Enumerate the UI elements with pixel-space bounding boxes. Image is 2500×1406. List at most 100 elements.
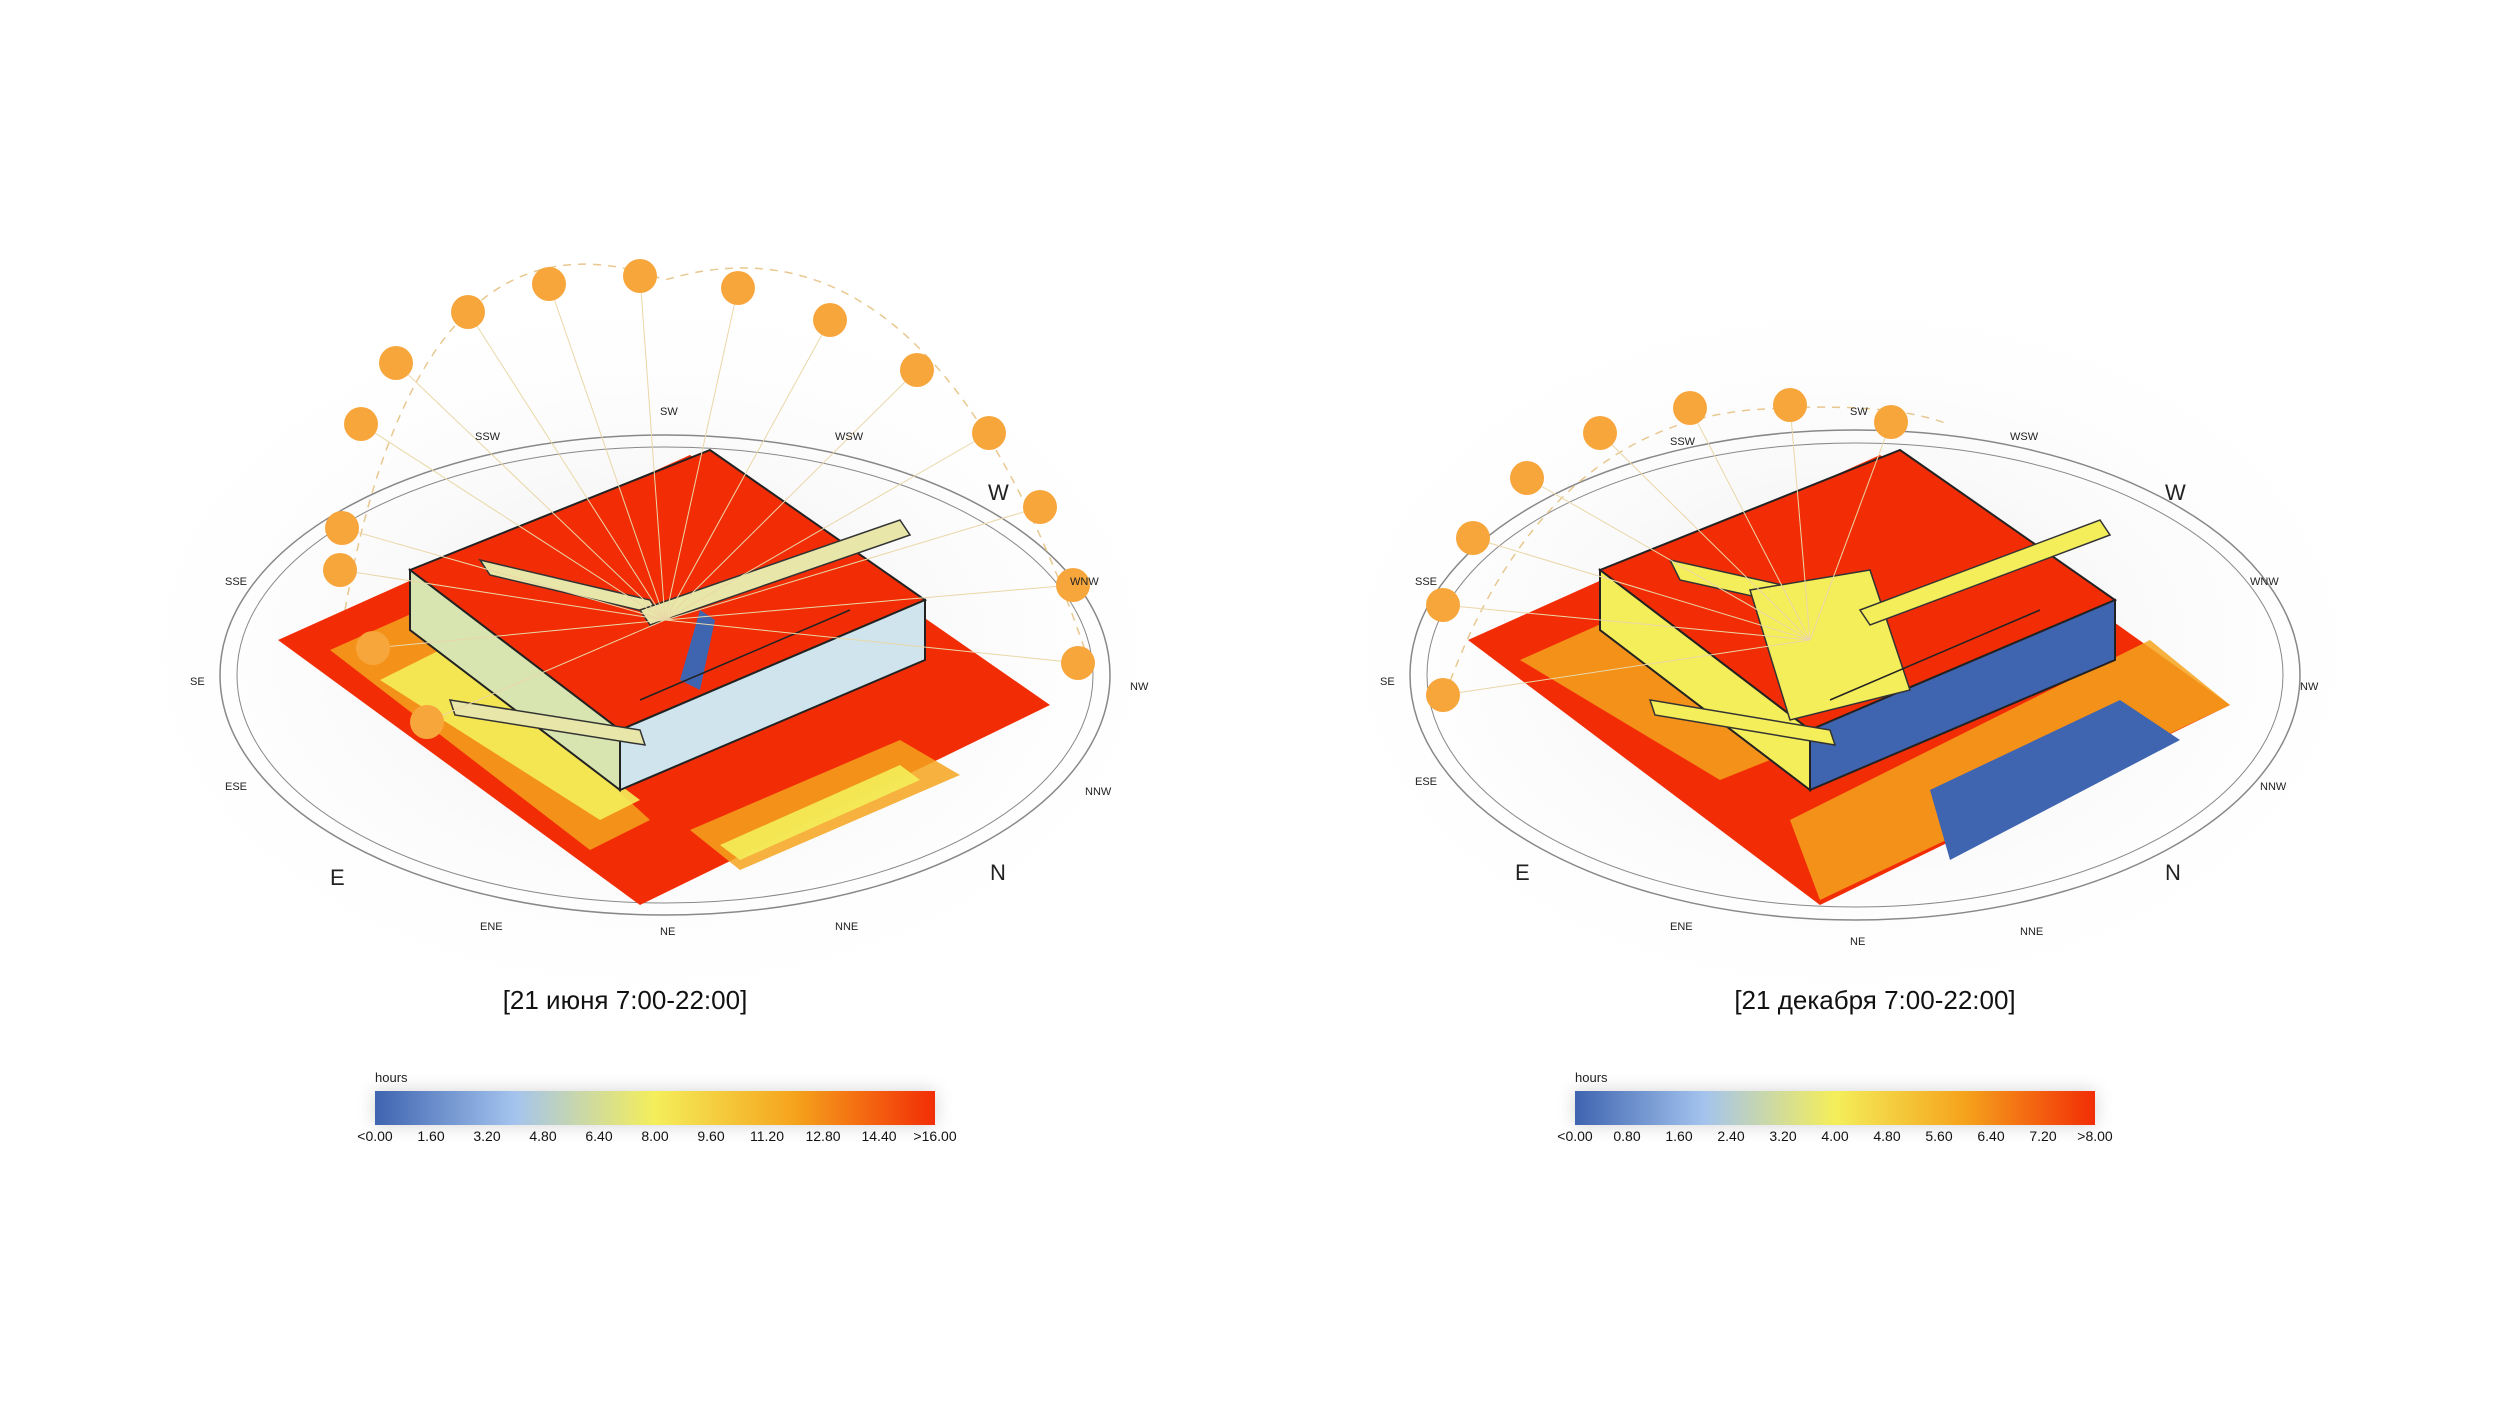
compass-N: N [990,860,1006,885]
compass-ENE: ENE [1670,921,1693,933]
legend-tick-label: 11.20 [750,1128,784,1144]
sun-ray [664,584,1074,621]
panel-december: E N W SW WSW NW NNW NE NNE ENE ESE SE SS… [1250,0,2500,1406]
sun-ray [639,275,666,621]
sun-sphere [721,271,755,305]
legend-tick-label: 14.40 [861,1128,897,1144]
legend-tick-label: 1.60 [417,1128,445,1144]
legend-ticks: <0.00 1.60 3.20 4.80 6.40 8.00 9.60 11.20 12.80 1… [357,1128,956,1146]
sun-ray [1442,604,1811,641]
legend-tick-label: 3.20 [473,1128,501,1144]
december-sunlight-diagram: E N W SW WSW NW NNW NE NNE ENE ESE SE SS… [1290,270,2410,1030]
compass-NW: NW [1130,681,1149,693]
legend-tick-label: <0.00 [357,1128,393,1144]
sun-ray [1526,477,1811,641]
sun-sphere [379,346,413,380]
sun-sphere [1426,588,1460,622]
sun-ray [1442,639,1811,696]
legend-tick-label: >8.00 [2077,1128,2113,1144]
compass-SE: SE [190,676,205,688]
sun-ray [664,319,831,621]
sun-sphere [1023,490,1057,524]
sun-ray [548,283,666,621]
legend-ticks: <0.00 0.80 1.60 2.40 3.20 4.00 4.80 5.60 6.40 7.2… [1557,1128,2112,1146]
legend-tick-label: <0.00 [1557,1128,1593,1144]
sun-sphere [1056,568,1090,602]
compass-WNW: WNW [1070,576,1099,588]
compass-WNW: WNW [2250,576,2279,588]
sun-sphere [532,267,566,301]
sun-ray [395,362,666,621]
sun-ray [360,423,666,621]
compass-SSW: SSW [1670,436,1696,448]
legend-colorbar [375,1091,935,1125]
legend-tick-label: 4.00 [1821,1128,1849,1144]
legend-tick-label: 4.80 [1873,1128,1901,1144]
compass-SSE: SSE [225,576,247,588]
legend-tick-label: 9.60 [697,1128,725,1144]
legend-tick-label: 12.80 [805,1128,841,1144]
building-model [1597,448,2118,793]
sun-sphere [623,259,657,293]
sun-sphere [972,416,1006,450]
sun-ray [1789,404,1811,641]
sun-ray [339,569,666,621]
compass-NNW: NNW [1085,786,1112,798]
legend-tick-label: 2.40 [1717,1128,1745,1144]
panel-june: E N W SW WSW NW NNW NE NNE ENE ESE SE SS… [90,259,1210,1146]
sun-sphere [1061,646,1095,680]
caption-december: [21 декабря 7:00-22:00] [1734,985,2016,1015]
compass-ESE: ESE [225,781,247,793]
legend-tick-label: 5.60 [1925,1128,1953,1144]
sun-sphere [1426,678,1460,712]
sun-ray [426,619,666,723]
legend-tick-label: 7.20 [2029,1128,2057,1144]
sun-ray [664,369,918,621]
compass-NNE: NNE [835,921,858,933]
sun-positions [1426,388,1908,712]
compass-E: E [1515,860,1530,885]
compass-SE: SE [1380,676,1395,688]
compass-ring [219,434,1111,916]
sun-sphere [1510,461,1544,495]
sun-sphere [325,511,359,545]
sun-sphere [1773,388,1807,422]
legend-tick-label: 1.60 [1665,1128,1693,1144]
compass-W: W [988,480,1009,505]
compass-N: N [2165,860,2181,885]
sun-sphere [323,553,357,587]
sun-ray [664,506,1041,621]
legend-tick-label: 6.40 [585,1128,613,1144]
compass-SSE: SSE [1415,576,1437,588]
sun-sphere [1583,416,1617,450]
sun-ray [664,432,990,621]
legend-unit: hours [1575,1070,1608,1085]
june-sunlight-diagram: E N W SW WSW NW NNW NE NNE ENE ESE SE SS… [90,259,1210,1030]
legend-colorbar [1575,1091,2095,1125]
compass-SW: SW [1850,406,1868,418]
compass-ring [1409,429,2301,921]
sun-positions [323,259,1095,739]
sun-sphere [900,353,934,387]
sun-ray [1599,432,1811,641]
sun-sphere [410,705,444,739]
legend-tick-label: 6.40 [1977,1128,2005,1144]
sun-sphere [1673,391,1707,425]
compass-NE: NE [660,926,675,938]
legend-tick-label: 3.20 [1769,1128,1797,1144]
sun-sphere [344,407,378,441]
compass-ENE: ENE [480,921,503,933]
compass-WSW: WSW [835,431,864,443]
caption-june: [21 июня 7:00-22:00] [502,985,748,1015]
legend-tick-label: 4.80 [529,1128,557,1144]
sun-ray [372,619,666,649]
compass-W: W [2165,480,2186,505]
sun-sphere [451,295,485,329]
legend-tick-label: >16.00 [913,1128,957,1144]
compass-ESE: ESE [1415,776,1437,788]
sun-ray [664,287,739,621]
sun-sphere [1456,521,1490,555]
sun-ray [664,619,1079,664]
sun-ray [341,527,666,621]
sun-ray [1809,421,1892,641]
